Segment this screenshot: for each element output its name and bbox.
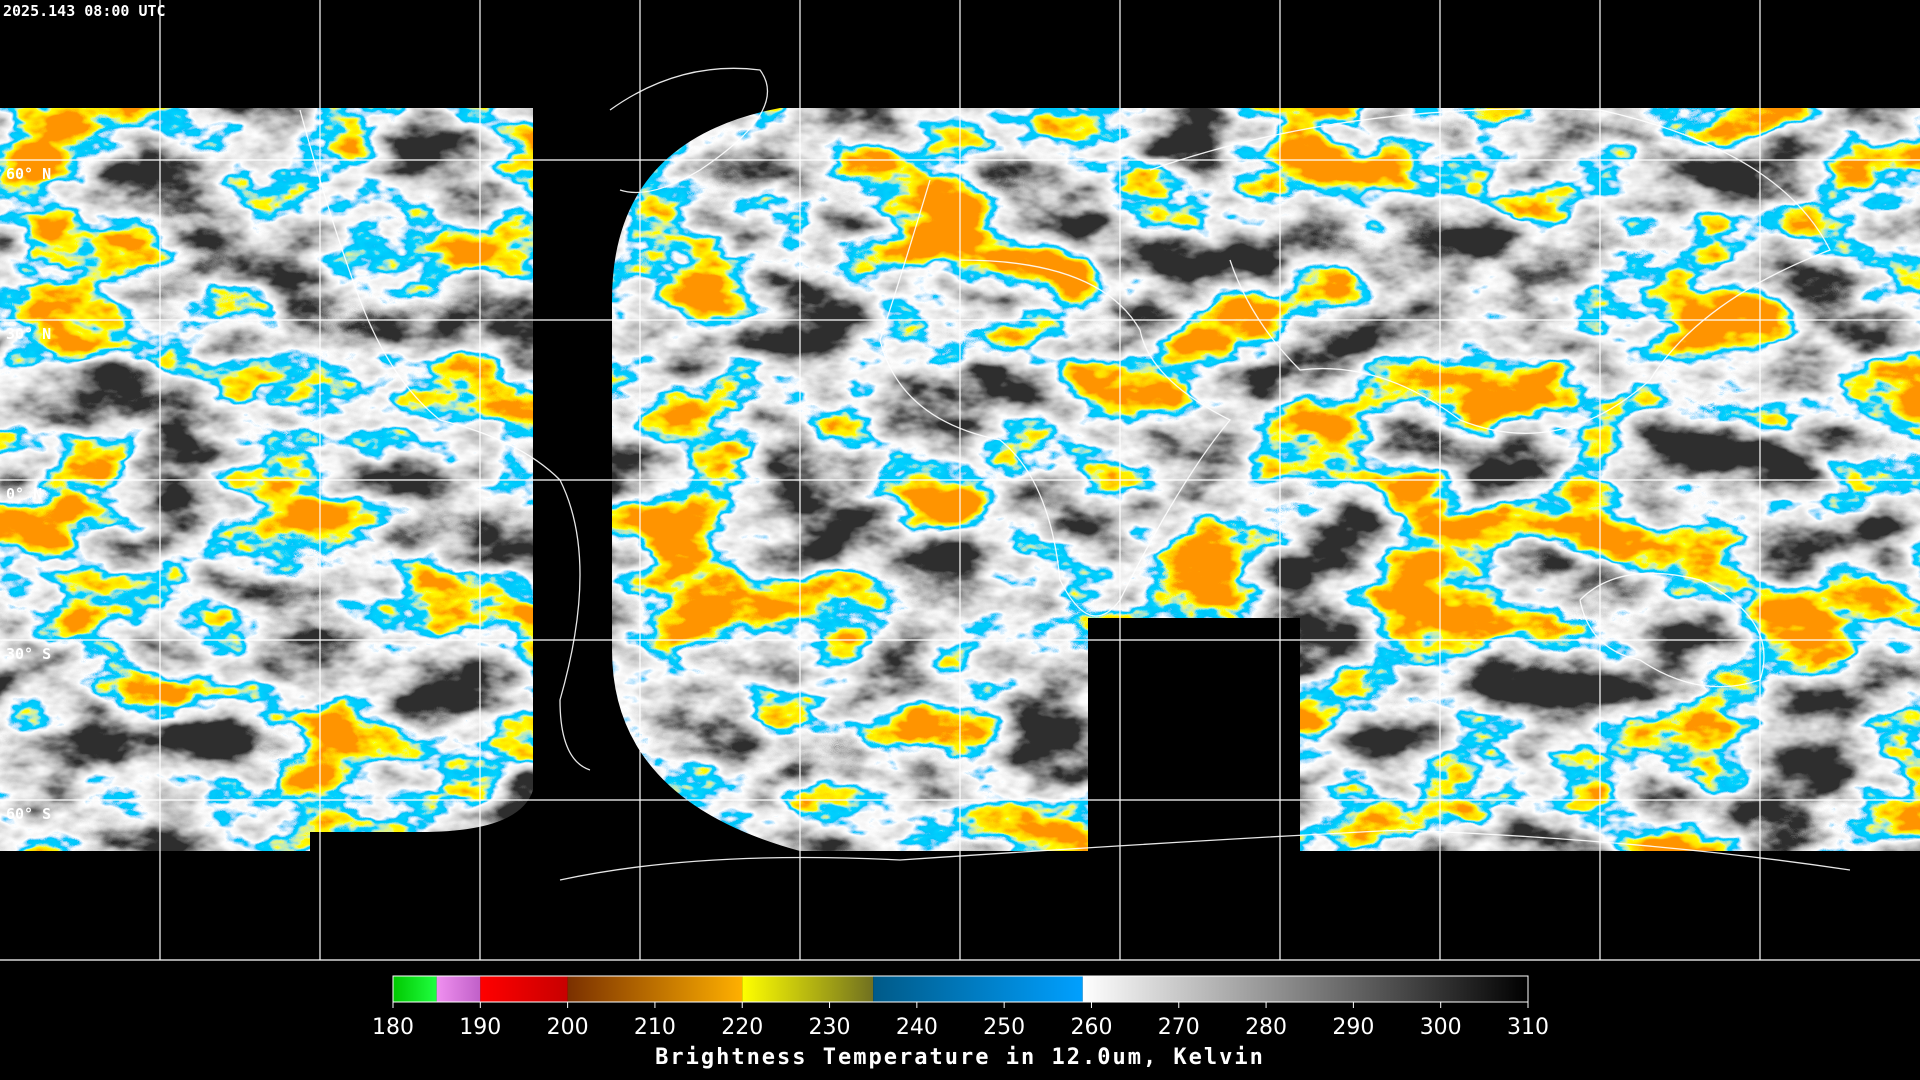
colorbar-segment: [436, 976, 481, 1002]
colorbar-tick-label: 190: [459, 1015, 501, 1040]
graticule: [0, 0, 1920, 960]
timestamp: 2025.143 08:00 UTC: [3, 2, 166, 20]
colorbar-segment: [873, 976, 1083, 1002]
colorbar-tick-label: 250: [983, 1015, 1025, 1040]
latitude-label: 60° N: [6, 165, 51, 183]
coastline-americas: [299, 109, 591, 771]
latitude-label: 60° S: [6, 805, 51, 823]
colorbar-tick-label: 220: [721, 1015, 763, 1040]
colorbar-tick-label: 260: [1070, 1015, 1112, 1040]
colorbar-tick-label: 280: [1245, 1015, 1287, 1040]
colorbar-segment: [1082, 976, 1528, 1002]
coastlines: [299, 67, 1851, 881]
colorbar-tick-label: 290: [1332, 1015, 1374, 1040]
colorbar-tick-label: 240: [896, 1015, 938, 1040]
colorbar-segment: [393, 976, 437, 1002]
colorbar-segment: [742, 976, 874, 1002]
colorbar-tick-label: 210: [634, 1015, 676, 1040]
latitude-label: 0° N: [6, 485, 42, 503]
colorbar-title: Brightness Temperature in 12.0um, Kelvin: [655, 1045, 1265, 1070]
latitude-label: 30° N: [6, 325, 51, 343]
coastline-greenland: [609, 67, 769, 194]
latitude-label: 30° S: [6, 645, 51, 663]
coastline-eurasia: [1149, 108, 1831, 434]
colorbar-tick-label: 300: [1420, 1015, 1462, 1040]
colorbar-tick-label: 200: [547, 1015, 589, 1040]
colorbar-tick-label: 230: [809, 1015, 851, 1040]
coastline-antarctica: [559, 829, 1851, 881]
colorbar-segment: [480, 976, 568, 1002]
colorbar-frame: [392, 975, 1529, 1003]
colorbar-segment: [567, 976, 743, 1002]
colorbar-tick-label: 310: [1507, 1015, 1549, 1040]
colorbar-tick-label: 180: [372, 1015, 414, 1040]
colorbar-tick-label: 270: [1158, 1015, 1200, 1040]
coastline-africa: [879, 179, 1232, 617]
colorbar: 180 190 200 210 220 230 240 250 260 270 280 290 300 3…: [372, 975, 1549, 1040]
